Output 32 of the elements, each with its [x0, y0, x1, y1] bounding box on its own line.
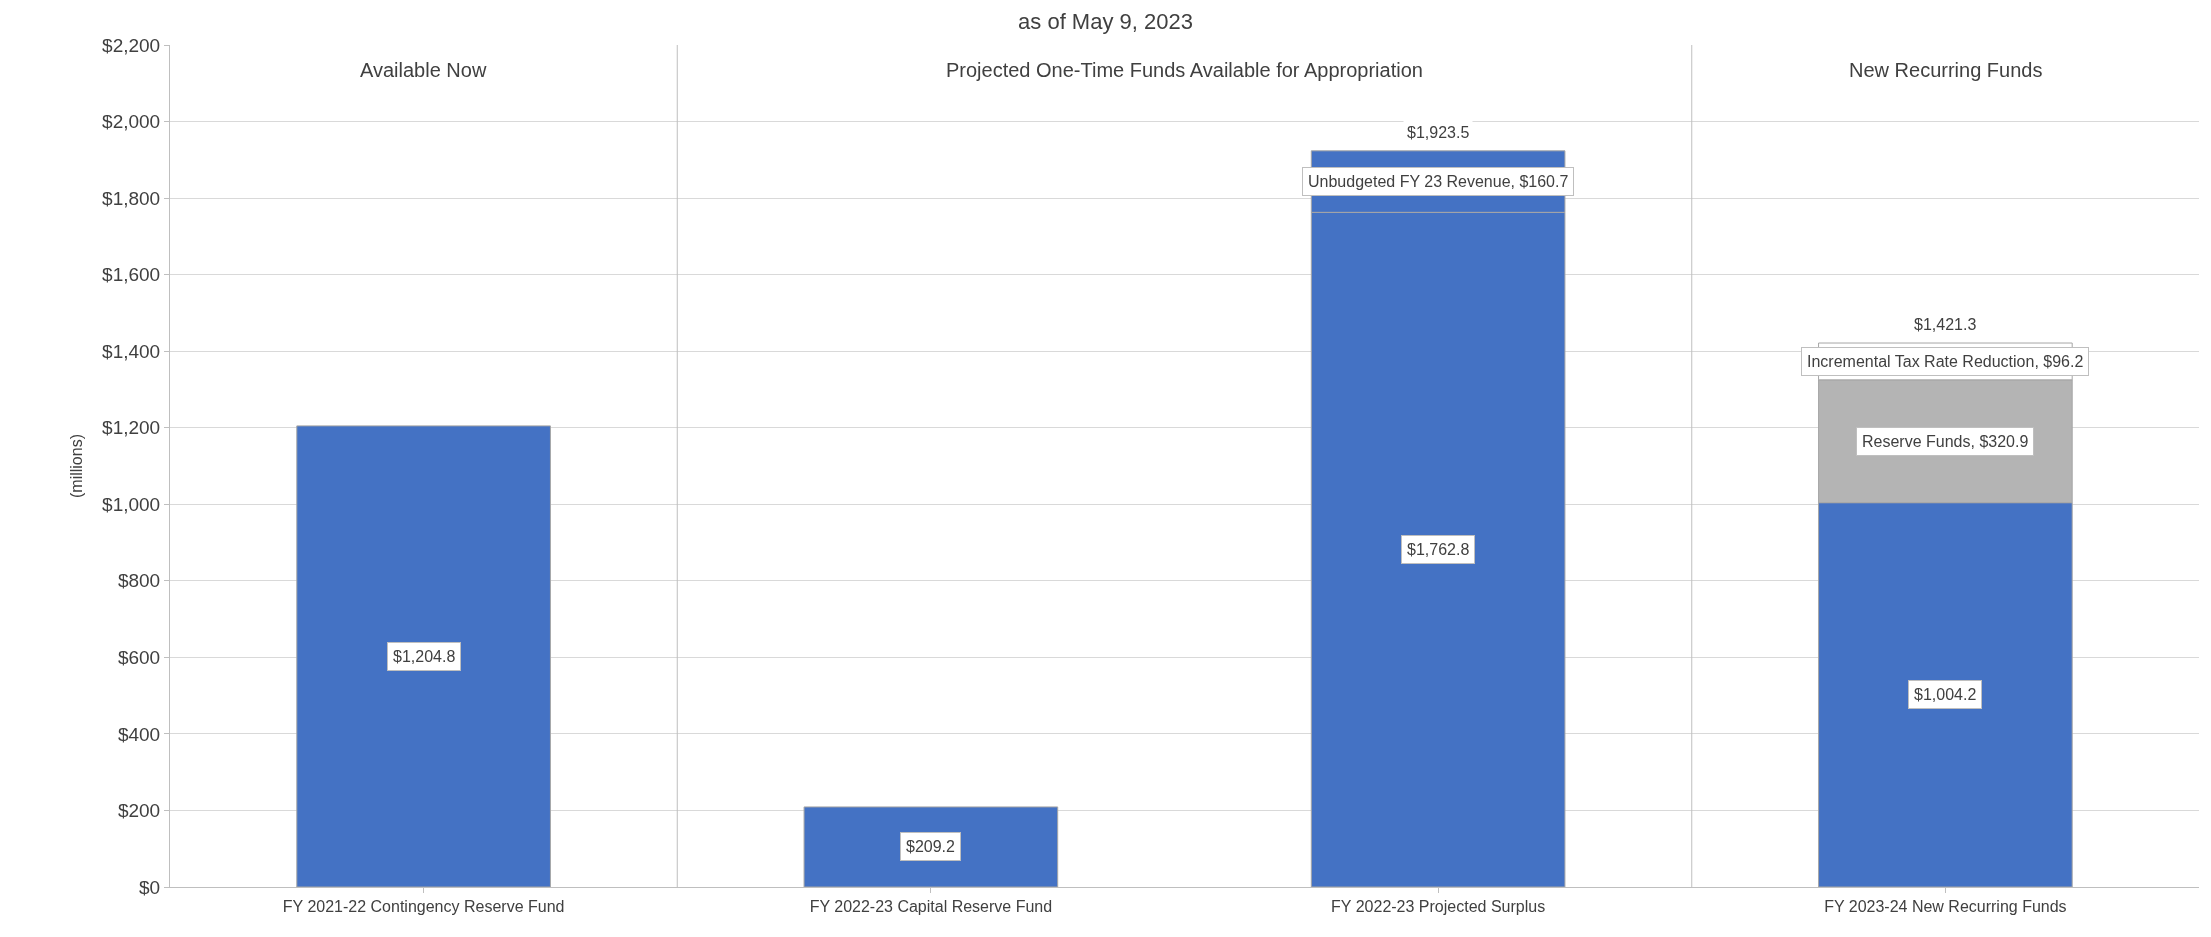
data-label: $1,204.8 [393, 648, 456, 665]
data-label: $209.2 [906, 838, 956, 855]
total-label: $1,421.3 [1914, 316, 1977, 333]
data-label: $1,004.2 [1914, 686, 1977, 703]
y-tick-label: $1,600 [102, 264, 161, 286]
data-label: Unbudgeted FY 23 Revenue, $160.7 [1308, 173, 1569, 190]
y-tick-label: $1,400 [102, 340, 161, 362]
chart-title: as of May 9, 2023 [1018, 9, 1193, 35]
annotation: Available Now [360, 59, 487, 81]
data-label: Reserve Funds, $320.9 [1862, 433, 2029, 450]
y-tick-label: $600 [117, 647, 161, 669]
annotation: Projected One-Time Funds Available for Appropriation [946, 59, 1423, 81]
y-tick-label: $800 [117, 570, 161, 592]
data-label: $1,762.8 [1407, 541, 1470, 558]
x-tick-label: FY 2021-22 Contingency Reserve Fund [282, 898, 565, 916]
y-axis-title: (millions) [67, 434, 85, 498]
y-tick-label: $0 [139, 876, 161, 898]
y-tick-label: $1,200 [102, 417, 161, 439]
x-tick-label: FY 2023-24 New Recurring Funds [1824, 898, 2067, 916]
data-label: Incremental Tax Rate Reduction, $96.2 [1807, 353, 2084, 370]
bar [296, 425, 551, 887]
y-tick-label: $400 [117, 723, 161, 745]
annotation: New Recurring Funds [1849, 59, 2043, 81]
y-tick-label: $2,000 [102, 111, 161, 133]
x-tick-label: FY 2022-23 Capital Reserve Fund [809, 898, 1053, 916]
y-tick-label: $200 [117, 800, 161, 822]
bar [803, 806, 1059, 887]
total-label: $1,923.5 [1407, 124, 1470, 141]
y-tick-label: $2,200 [102, 34, 161, 56]
y-tick-label: $1,000 [102, 493, 161, 515]
y-tick-label: $1,800 [102, 187, 161, 209]
x-tick-label: FY 2022-23 Projected Surplus [1331, 898, 1546, 916]
